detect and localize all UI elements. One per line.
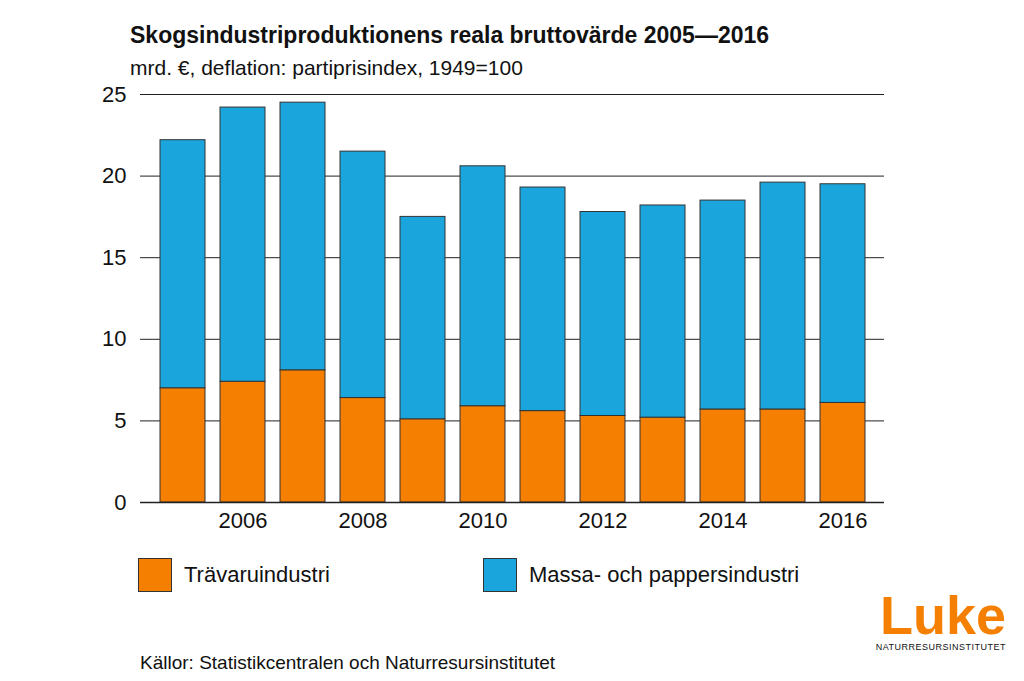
- html-text:Källor: Statistikcentralen och: Källor: Statistikcentralen och Naturresu…: [140, 652, 555, 673]
- svg-text:2016: 2016: [819, 508, 868, 533]
- svg-text:5: 5: [114, 408, 126, 433]
- svg-text:2008: 2008: [339, 508, 388, 533]
- svg-text:0: 0: [114, 490, 126, 515]
- html-text:Trävaruindustri: Trävaruindustri: [184, 562, 330, 587]
- svg-text:2012: 2012: [579, 508, 628, 533]
- svg-text:20: 20: [102, 163, 126, 188]
- svg-text:25: 25: [102, 82, 126, 107]
- svg-text:2006: 2006: [219, 508, 268, 533]
- html-text:Skogsindustriproduktionens rea: Skogsindustriproduktionens reala bruttov…: [130, 22, 770, 48]
- html-text:Massa- och pappersindustri: Massa- och pappersindustri: [529, 562, 800, 587]
- svg-text:10: 10: [102, 326, 126, 351]
- html-text:NATURRESURSINSTITUTET: NATURRESURSINSTITUTET: [875, 642, 1006, 652]
- html-text:mrd. €, deflation: partiprisin: mrd. €, deflation: partiprisindex, 1949=…: [130, 56, 523, 79]
- svg-text:2014: 2014: [699, 508, 748, 533]
- svg-text:15: 15: [102, 245, 126, 270]
- html-text:Luke: Luke: [880, 585, 1006, 645]
- svg-text:2010: 2010: [459, 508, 508, 533]
